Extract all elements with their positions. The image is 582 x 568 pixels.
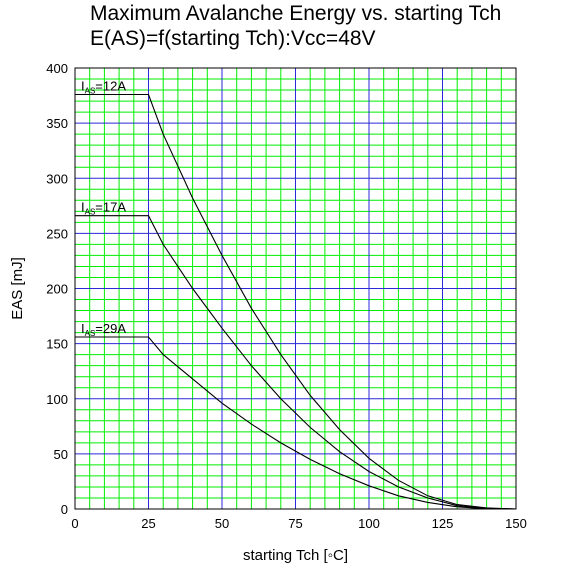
series-line [75, 336, 517, 510]
series-label: IAS=17A [81, 200, 126, 217]
x-axis-label: starting Tch [◦C] [243, 547, 348, 564]
plot-frame [74, 67, 517, 510]
y-tick-label: 0 [61, 502, 68, 517]
chart-title: Maximum Avalanche Energy vs. starting Tc… [90, 2, 502, 25]
y-tick-label: 250 [46, 226, 68, 241]
y-tick-label: 300 [46, 171, 68, 186]
x-tick-label: 75 [288, 516, 302, 531]
x-tick-label: 25 [141, 516, 155, 531]
x-tick-label: 150 [505, 516, 527, 531]
y-tick-label: 200 [46, 282, 68, 297]
x-tick-label: 125 [432, 516, 454, 531]
series-labels: IAS=12A IAS=17A IAS=29A [81, 78, 126, 338]
major-grid [75, 68, 516, 509]
x-tick-label: 50 [215, 516, 229, 531]
y-tick-label: 400 [46, 61, 68, 76]
y-tick-label: 350 [46, 116, 68, 131]
series-line [75, 93, 517, 510]
chart-subtitle: E(AS)=f(starting Tch):Vcc=48V [90, 27, 376, 50]
x-tick-label: 100 [358, 516, 380, 531]
x-tick-label: 0 [71, 516, 78, 531]
series-label: IAS=29A [81, 321, 126, 338]
series-label: IAS=12A [81, 78, 126, 95]
y-tick-label: 100 [46, 392, 68, 407]
y-tick-label: 150 [46, 337, 68, 352]
y-tick-label: 50 [54, 447, 68, 462]
series-lines [75, 93, 517, 510]
y-axis-label: EAS [mJ] [9, 257, 26, 320]
tick-labels: 0 25 50 75 100 125 150 0 50 100 150 200 250 300 350 400 [46, 61, 527, 531]
series-line [75, 215, 517, 510]
